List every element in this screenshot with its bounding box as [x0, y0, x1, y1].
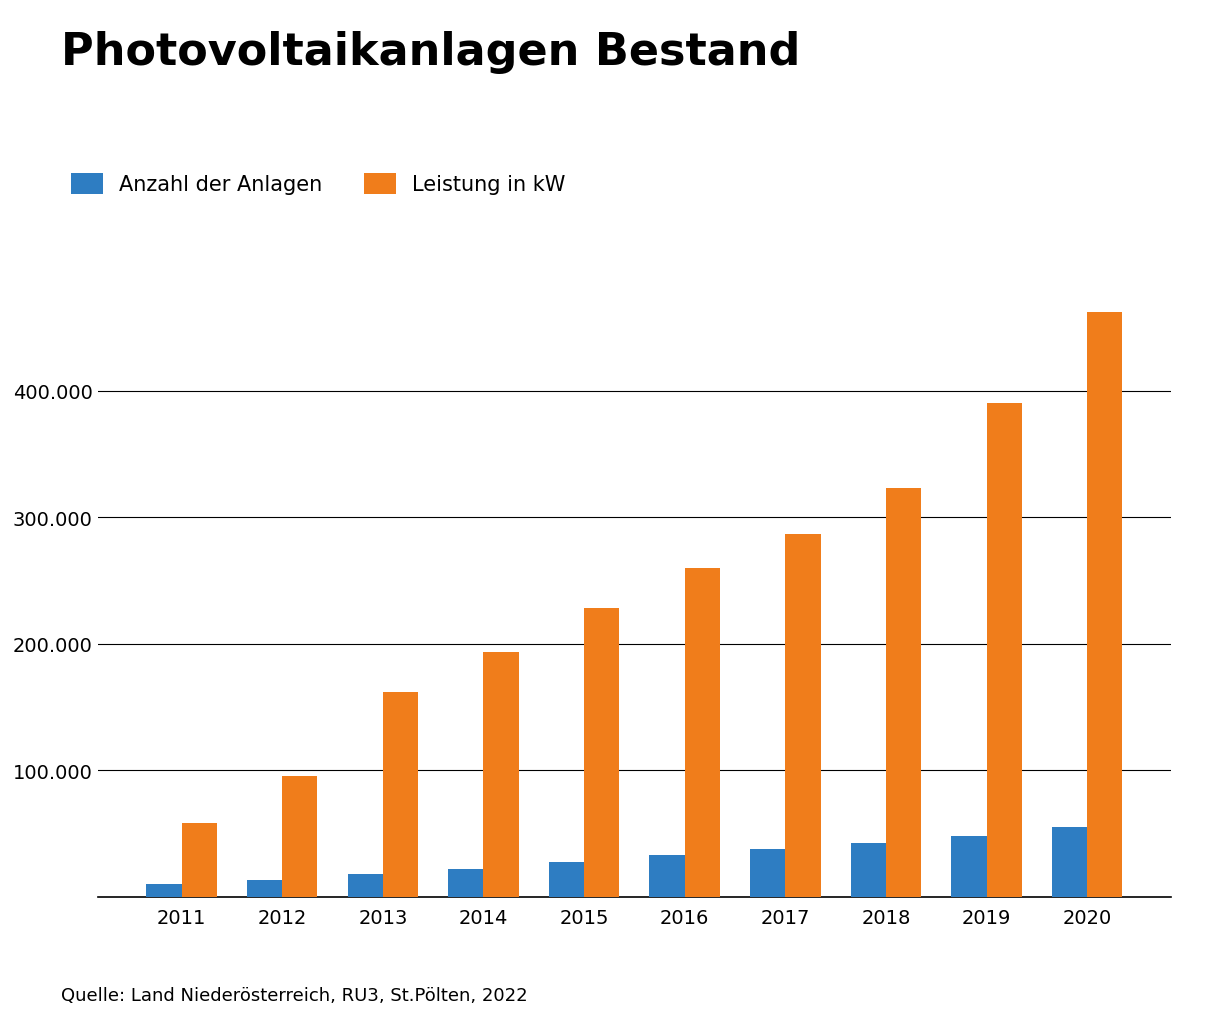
Bar [850, 844, 886, 897]
Bar [952, 836, 987, 897]
Bar [649, 855, 684, 897]
Bar [1087, 313, 1122, 897]
Bar [786, 534, 821, 897]
Bar [146, 884, 182, 897]
Bar [684, 569, 720, 897]
Bar [987, 404, 1022, 897]
Text: Photovoltaikanlagen Bestand: Photovoltaikanlagen Bestand [61, 31, 800, 73]
Bar [246, 880, 282, 897]
Bar [584, 608, 620, 897]
Bar [282, 776, 317, 897]
Bar [383, 692, 418, 897]
Text: Quelle: Land Niederösterreich, RU3, St.Pölten, 2022: Quelle: Land Niederösterreich, RU3, St.P… [61, 985, 527, 1004]
Bar [549, 863, 584, 897]
Bar [1052, 827, 1087, 897]
Bar [348, 874, 383, 897]
Legend: Anzahl der Anlagen, Leistung in kW: Anzahl der Anlagen, Leistung in kW [72, 173, 566, 195]
Bar [483, 653, 518, 897]
Bar [448, 869, 483, 897]
Bar [182, 823, 217, 897]
Bar [886, 488, 921, 897]
Bar [750, 849, 786, 897]
